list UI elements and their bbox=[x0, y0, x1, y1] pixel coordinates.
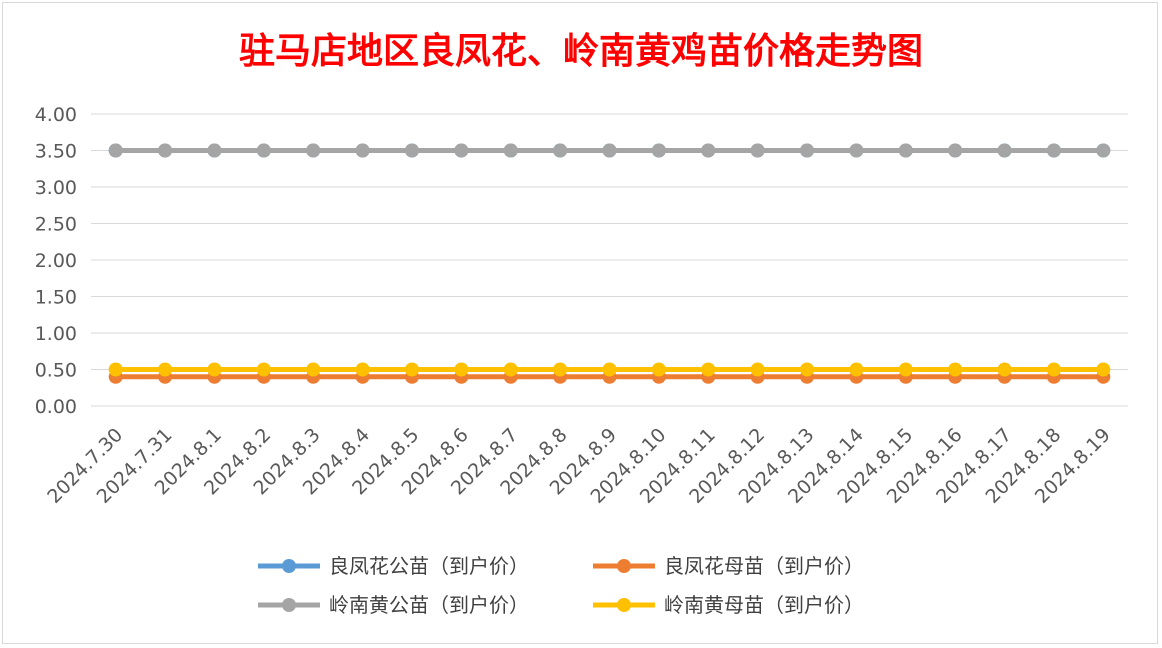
y-axis-ticks: 0.00 0.50 1.00 1.50 2.00 2.50 3.00 3.50 4.00 bbox=[35, 104, 77, 418]
data-point bbox=[306, 143, 321, 158]
data-point bbox=[108, 143, 123, 158]
data-point bbox=[948, 143, 963, 158]
data-point bbox=[1096, 143, 1111, 158]
legend-marker bbox=[282, 559, 296, 573]
y-tick-label: 3.50 bbox=[35, 141, 77, 163]
y-tick-label: 4.00 bbox=[35, 104, 77, 126]
data-point bbox=[997, 143, 1012, 158]
legend-label: 良凤花母苗（到户价） bbox=[664, 554, 864, 578]
series-3 bbox=[108, 143, 1111, 158]
legend-label: 岭南黄公苗（到户价） bbox=[329, 593, 529, 617]
data-point bbox=[256, 362, 271, 377]
gridlines bbox=[91, 113, 1128, 407]
data-point bbox=[355, 143, 370, 158]
data-point bbox=[1096, 362, 1111, 377]
data-point bbox=[898, 362, 913, 377]
data-point bbox=[158, 143, 173, 158]
data-point bbox=[997, 362, 1012, 377]
legend-item: 良凤花公苗（到户价） bbox=[258, 554, 529, 578]
data-point bbox=[553, 143, 568, 158]
legend-marker bbox=[617, 598, 631, 612]
chart-canvas: 驻马店地区良凤花、岭南黄鸡苗价格走势图 0.00 0.50 1.00 1.50 2.00… bbox=[35, 30, 1128, 617]
chart-title: 驻马店地区良凤花、岭南黄鸡苗价格走势图 bbox=[239, 30, 923, 72]
data-point bbox=[454, 143, 469, 158]
y-tick-label: 0.00 bbox=[35, 396, 77, 418]
y-tick-label: 2.50 bbox=[35, 214, 77, 236]
data-point bbox=[800, 362, 815, 377]
y-tick-label: 1.00 bbox=[35, 323, 77, 345]
series-4 bbox=[108, 362, 1111, 377]
data-point bbox=[1046, 362, 1061, 377]
legend-marker bbox=[617, 559, 631, 573]
data-point bbox=[1046, 143, 1061, 158]
data-point bbox=[306, 362, 321, 377]
y-tick-label: 1.50 bbox=[35, 287, 77, 309]
legend-marker bbox=[282, 598, 296, 612]
data-point bbox=[404, 362, 419, 377]
y-tick-label: 3.00 bbox=[35, 177, 77, 199]
data-point bbox=[651, 143, 666, 158]
x-axis-ticks: 2024.7.302024.7.312024.8.12024.8.22024.8… bbox=[43, 424, 1115, 508]
data-point bbox=[849, 143, 864, 158]
data-point bbox=[750, 143, 765, 158]
data-point bbox=[207, 143, 222, 158]
legend-item: 岭南黄公苗（到户价） bbox=[258, 593, 529, 617]
data-point bbox=[256, 143, 271, 158]
legend: 良凤花公苗（到户价） 良凤花母苗（到户价） 岭南黄公苗（到户价） 岭南黄母苗（到户价） bbox=[258, 554, 864, 617]
legend-label: 岭南黄母苗（到户价） bbox=[664, 593, 864, 617]
data-point bbox=[898, 143, 913, 158]
data-point bbox=[454, 362, 469, 377]
data-point bbox=[651, 362, 666, 377]
data-point bbox=[602, 362, 617, 377]
data-point bbox=[800, 143, 815, 158]
data-point bbox=[404, 143, 419, 158]
data-point bbox=[701, 362, 716, 377]
legend-label: 良凤花公苗（到户价） bbox=[329, 554, 529, 578]
data-point bbox=[158, 362, 173, 377]
y-tick-label: 2.00 bbox=[35, 250, 77, 272]
data-point bbox=[750, 362, 765, 377]
data-point bbox=[602, 143, 617, 158]
data-point bbox=[849, 362, 864, 377]
data-point bbox=[108, 362, 123, 377]
data-point bbox=[701, 143, 716, 158]
legend-item: 良凤花母苗（到户价） bbox=[593, 554, 864, 578]
legend-item: 岭南黄母苗（到户价） bbox=[593, 593, 864, 617]
data-point bbox=[948, 362, 963, 377]
y-tick-label: 0.50 bbox=[35, 360, 77, 382]
data-point bbox=[355, 362, 370, 377]
data-point bbox=[503, 362, 518, 377]
data-point bbox=[207, 362, 222, 377]
data-point bbox=[553, 362, 568, 377]
data-point bbox=[503, 143, 518, 158]
series-layer bbox=[108, 143, 1111, 384]
